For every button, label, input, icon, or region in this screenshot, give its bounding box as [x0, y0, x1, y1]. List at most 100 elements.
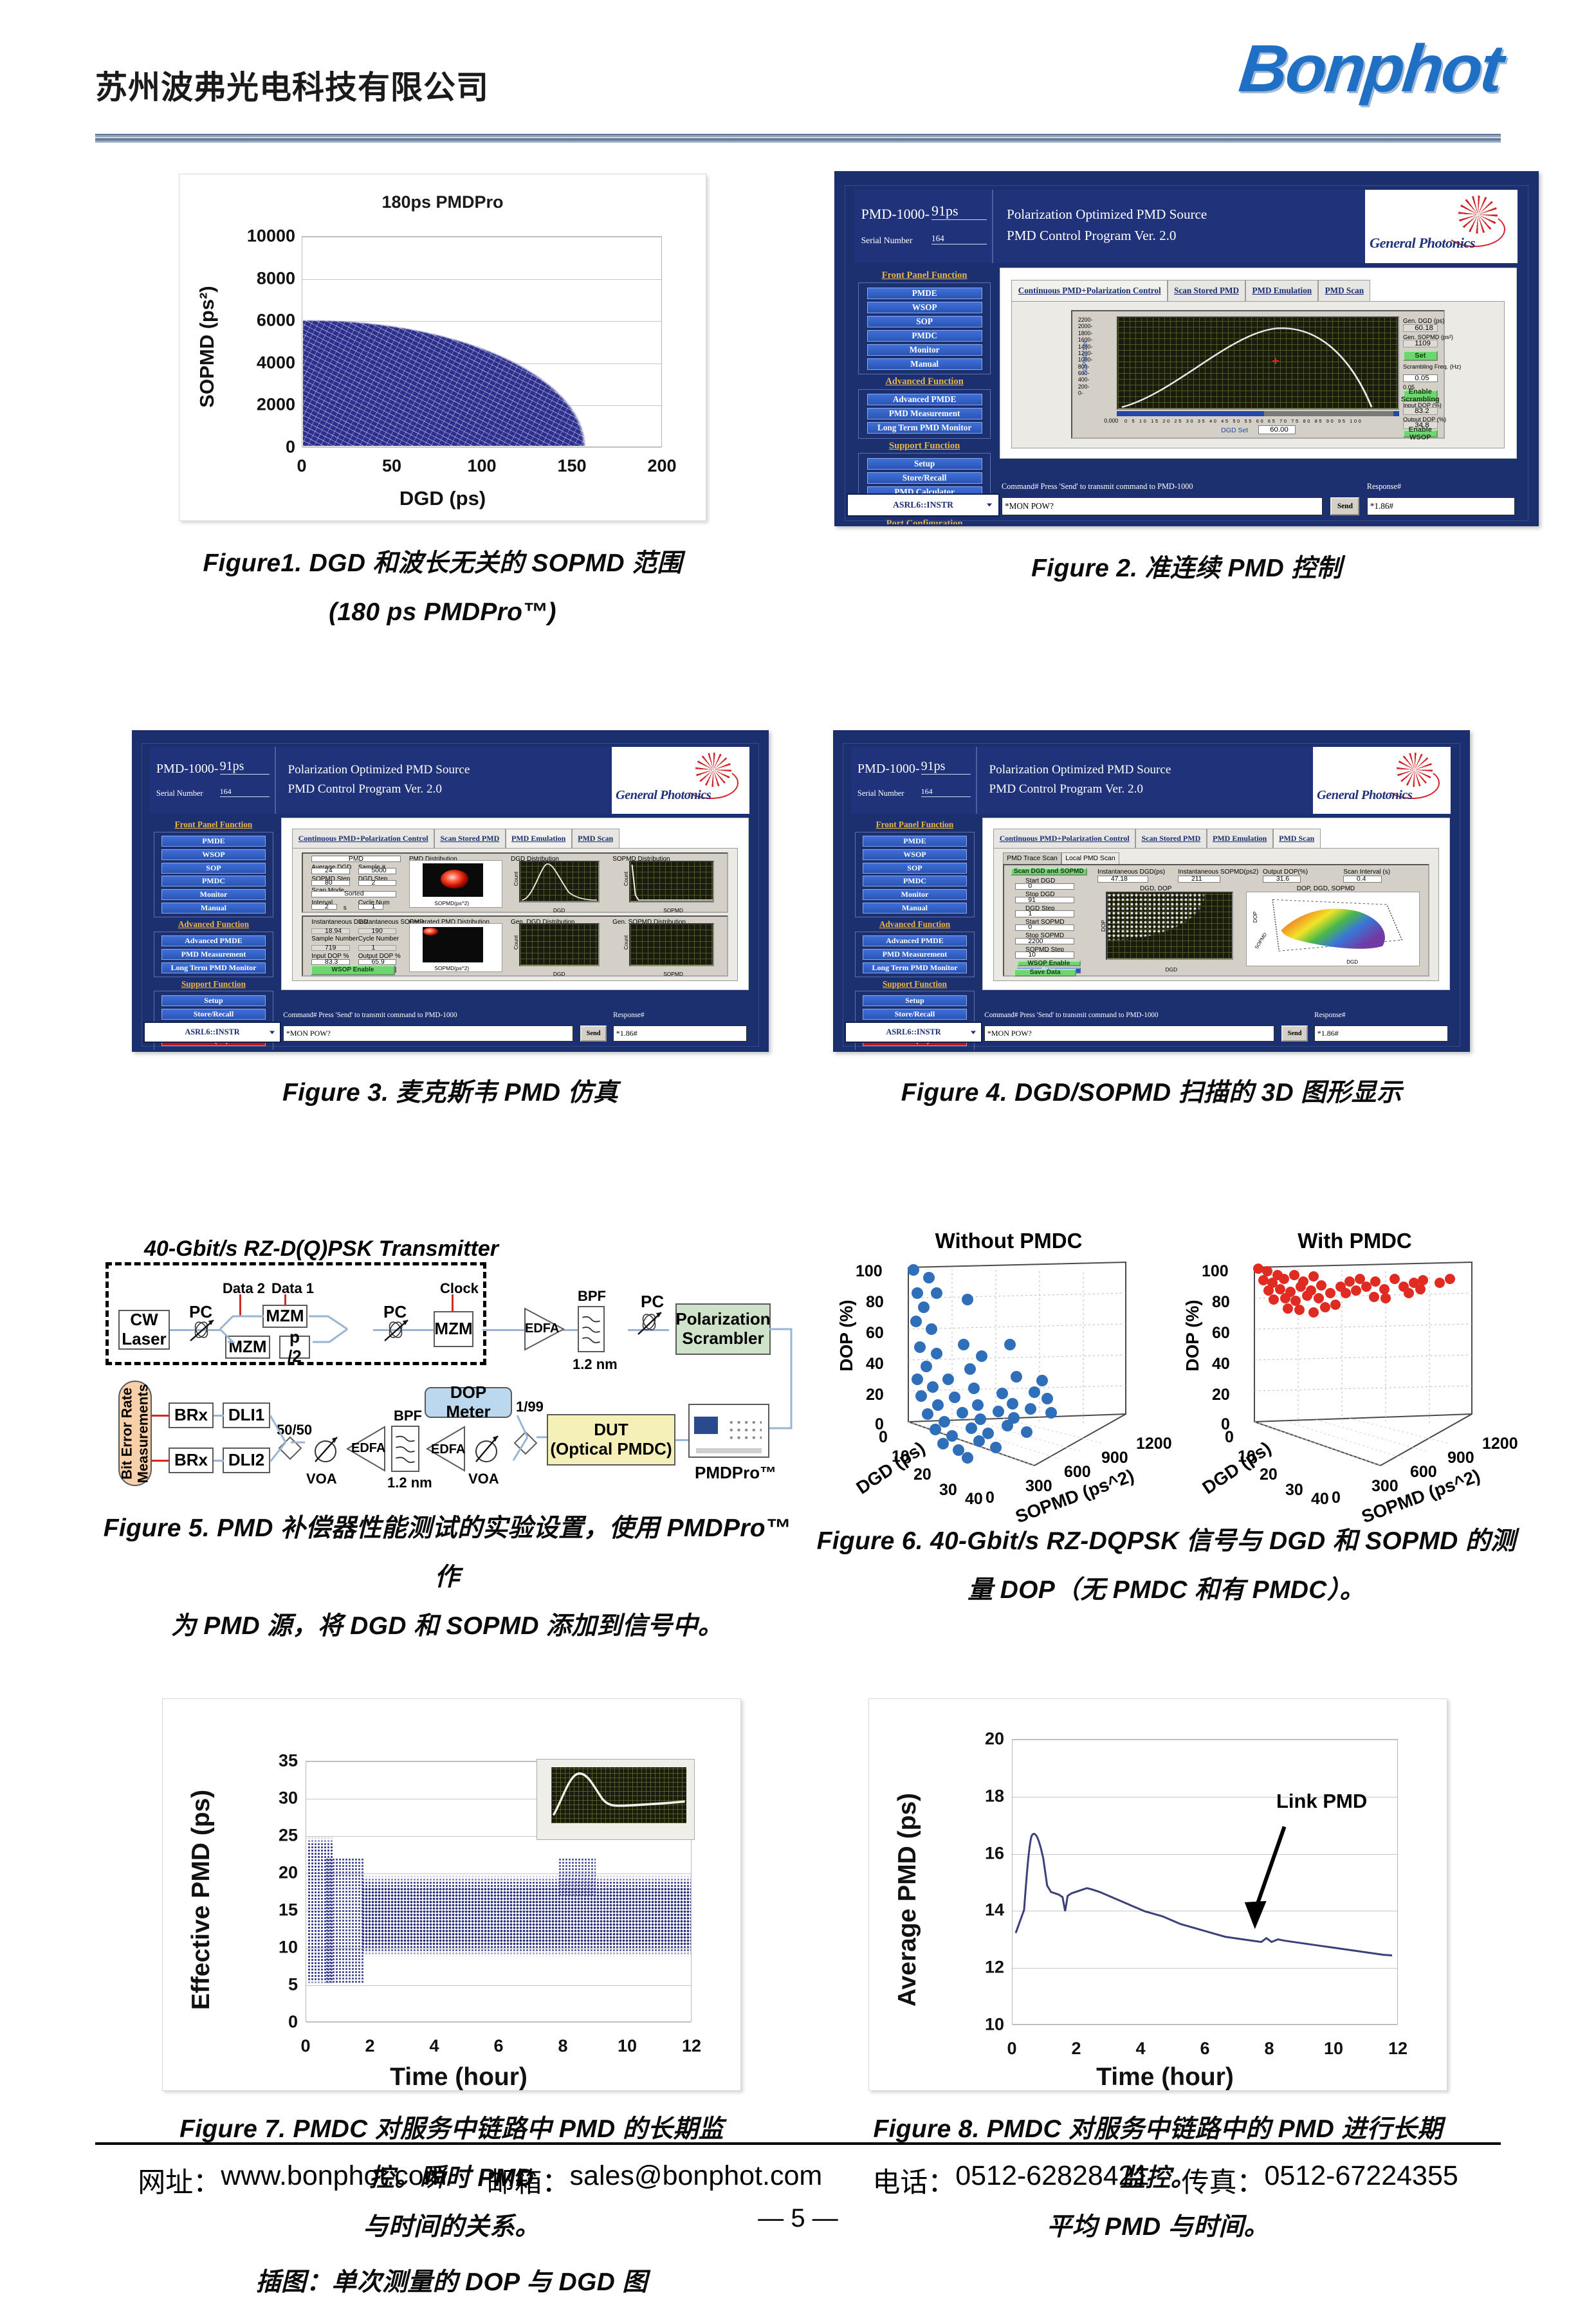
fig3-sample-input[interactable]: 5000: [358, 867, 397, 874]
fig2-slider-track[interactable]: [1117, 411, 1400, 417]
website-value[interactable]: www.bonphot.com: [221, 2160, 447, 2191]
figure-row-4: 35 30 25 20 15 10 5 0 0 2 4 6 8 10 12 Ef…: [0, 1698, 1596, 2296]
fig4-start-sopmd-input[interactable]: 0: [1014, 924, 1074, 931]
fig4-wsop-enable-button[interactable]: WSOP Enable: [1016, 960, 1081, 967]
sidebar-item-advanced-pmde[interactable]: Advanced PMDE: [867, 394, 982, 406]
fig5-edfa-label-3: EDFA: [431, 1442, 466, 1457]
tab-continuous-pmd-polarization-control[interactable]: Continuous PMD+Polarization Control: [292, 829, 435, 848]
fig3-avg-dgd-input[interactable]: 24: [311, 867, 350, 874]
sidebar-item-pmde[interactable]: PMDE: [863, 836, 967, 847]
sidebar-item-monitor[interactable]: Monitor: [867, 344, 982, 356]
sidebar-item-setup[interactable]: Setup: [161, 995, 266, 1007]
sidebar-item-sop[interactable]: SOP: [867, 315, 982, 327]
fig6l-ztick: 60: [866, 1324, 884, 1342]
fig3-mode-select[interactable]: PMD: [311, 856, 401, 863]
footer-contact-line: 网址： www.bonphot.com 邮箱： sales@bonphot.co…: [95, 2160, 1501, 2200]
sidebar-item-manual[interactable]: Manual: [161, 902, 266, 914]
fig4-stop-dgd-input[interactable]: 91: [1014, 897, 1074, 904]
fig6r-xtick: 0: [1225, 1428, 1234, 1446]
subtab-local-pmd-scan[interactable]: Local PMD Scan: [1061, 852, 1119, 865]
instrument-display: [694, 1416, 718, 1434]
sidebar-item-wsop[interactable]: WSOP: [863, 849, 967, 861]
sidebar-item-monitor[interactable]: Monitor: [161, 889, 266, 901]
sidebar-item-setup[interactable]: Setup: [863, 995, 967, 1007]
command-input[interactable]: *MON POW?: [1002, 497, 1323, 516]
fig4-caption: Figure 4. DGD/SOPMD 扫描的 3D 图形显示: [901, 1079, 1402, 1107]
fig4-dgd-dop-title: DGD, DOP: [1139, 885, 1172, 893]
command-input[interactable]: *MON POW?: [984, 1025, 1274, 1042]
sidebar-item-long-term-monitor[interactable]: Long Term PMD Monitor: [867, 422, 982, 434]
sidebar-item-pmdc[interactable]: PMDC: [863, 876, 967, 887]
sidebar-item-pmd-measurement[interactable]: PMD Measurement: [863, 948, 967, 960]
sidebar-item-wsop[interactable]: WSOP: [867, 301, 982, 313]
fig4-save-data-button[interactable]: Save Data: [1014, 968, 1077, 977]
tab-pmd-scan[interactable]: PMD Scan: [571, 829, 619, 848]
command-input[interactable]: *MON POW?: [283, 1025, 573, 1042]
fig3-sopmd-dist-xlabel: SOPMD: [663, 907, 683, 914]
sidebar-item-pmde[interactable]: PMDE: [867, 287, 982, 299]
tab-continuous-pmd-polarization-control[interactable]: Continuous PMD+Polarization Control: [1011, 280, 1168, 301]
sidebar-item-store-recall[interactable]: Store/Recall: [161, 1008, 266, 1020]
fig3-scan-mode-select[interactable]: Sorted: [311, 890, 397, 897]
sidebar-item-pmde[interactable]: PMDE: [161, 836, 266, 847]
sidebar-item-wsop[interactable]: WSOP: [161, 849, 266, 861]
fig3-dgd-step-input[interactable]: 2: [358, 879, 397, 887]
fig5-loop-wire: [769, 1328, 793, 1429]
sidebar-item-monitor[interactable]: Monitor: [863, 889, 967, 901]
port-configuration-dropdown[interactable]: ASRL6::INSTR: [844, 1022, 983, 1043]
email-label: 邮箱：: [486, 2167, 570, 2198]
fig4-start-dgd-input[interactable]: 0: [1014, 883, 1074, 890]
sidebar-item-pmdc[interactable]: PMDC: [161, 876, 266, 887]
subtab-pmd-trace-scan[interactable]: PMD Trace Scan: [1003, 852, 1062, 865]
sidebar-item-sop[interactable]: SOP: [161, 862, 266, 874]
fig4-dgd-step-input[interactable]: 1: [1014, 910, 1074, 917]
fig3-sopmd-step-input[interactable]: 80: [311, 879, 350, 887]
tab-continuous-pmd-polarization-control[interactable]: Continuous PMD+Polarization Control: [993, 829, 1136, 848]
fig4-stop-sopmd-input[interactable]: 2200: [1014, 938, 1074, 945]
fig2-scrambling-freq-input[interactable]: 0.05: [1402, 374, 1438, 382]
tab-pmd-emulation[interactable]: PMD Emulation: [1245, 280, 1319, 301]
port-configuration-dropdown[interactable]: ASRL6::INSTR: [847, 493, 1000, 517]
fig5-diagram: 40-Gbit/s RZ-D(Q)PSK Transmitter CW Lase…: [96, 1235, 798, 1493]
tab-scan-stored-pmd[interactable]: Scan Stored PMD: [434, 829, 506, 848]
fig2-dgd-set-input[interactable]: 60.00: [1258, 425, 1296, 434]
fig4-inst-sopmd-value: 211: [1178, 875, 1221, 883]
tab-pmd-scan[interactable]: PMD Scan: [1318, 280, 1371, 301]
sidebar-item-advanced-pmde[interactable]: Advanced PMDE: [161, 935, 266, 947]
send-button[interactable]: Send: [580, 1025, 607, 1042]
sidebar-item-manual[interactable]: Manual: [867, 358, 982, 370]
sidebar-item-long-term-monitor[interactable]: Long Term PMD Monitor: [161, 962, 266, 973]
tab-scan-stored-pmd[interactable]: Scan Stored PMD: [1167, 280, 1246, 301]
sidebar-item-store-recall[interactable]: Store/Recall: [863, 1008, 967, 1020]
email-value[interactable]: sales@bonphot.com: [569, 2160, 823, 2191]
send-button[interactable]: Send: [1281, 1025, 1308, 1042]
sidebar-item-advanced-pmde[interactable]: Advanced PMDE: [863, 935, 967, 947]
fig4-scan-dgd-sopmd-button[interactable]: Scan DGD and SOPMD: [1010, 867, 1087, 876]
tab-pmd-emulation[interactable]: PMD Emulation: [1206, 829, 1273, 848]
fig5-edfa-label-1: EDFA: [525, 1321, 560, 1336]
tab-pmd-scan[interactable]: PMD Scan: [1272, 829, 1321, 848]
sidebar-item-pmdc[interactable]: PMDC: [867, 329, 982, 342]
tab-scan-stored-pmd[interactable]: Scan Stored PMD: [1135, 829, 1207, 848]
fig3-interval-input[interactable]: 2: [311, 903, 337, 910]
sidebar-item-manual[interactable]: Manual: [863, 902, 967, 914]
fig7-cloud-early2: [326, 1858, 364, 1984]
tab-pmd-emulation[interactable]: PMD Emulation: [505, 829, 572, 848]
fig6-caption-line2: 量 DOP（无 PMDC 和有 PMDC）。: [968, 1576, 1365, 1604]
fig2-slider-thumb[interactable]: [1263, 411, 1394, 417]
fig3-cycle-num-input[interactable]: 1: [358, 903, 384, 910]
sidebar-item-store-recall[interactable]: Store/Recall: [867, 472, 982, 484]
sidebar-item-pmd-measurement[interactable]: PMD Measurement: [161, 948, 266, 960]
port-configuration-dropdown[interactable]: ASRL6::INSTR: [143, 1022, 282, 1043]
sidebar-item-sop[interactable]: SOP: [863, 862, 967, 874]
fig4-sopmd-step-input[interactable]: 10: [1014, 951, 1074, 959]
fig2-enable-scrambling-button[interactable]: Enable Scrambling: [1400, 387, 1440, 403]
sidebar-item-setup[interactable]: Setup: [867, 457, 982, 470]
fig2-enable-wsop-button[interactable]: Enable WSOP: [1402, 426, 1438, 441]
sidebar-item-pmd-measurement[interactable]: PMD Measurement: [867, 408, 982, 420]
fig4-scan-interval-input[interactable]: 0.4: [1343, 875, 1382, 883]
fig3-wsop-enable-button[interactable]: WSOP Enable: [310, 964, 396, 975]
send-button[interactable]: Send: [1330, 497, 1360, 516]
sidebar-item-long-term-monitor[interactable]: Long Term PMD Monitor: [863, 962, 967, 973]
fig2-set-button[interactable]: Set: [1402, 351, 1438, 361]
